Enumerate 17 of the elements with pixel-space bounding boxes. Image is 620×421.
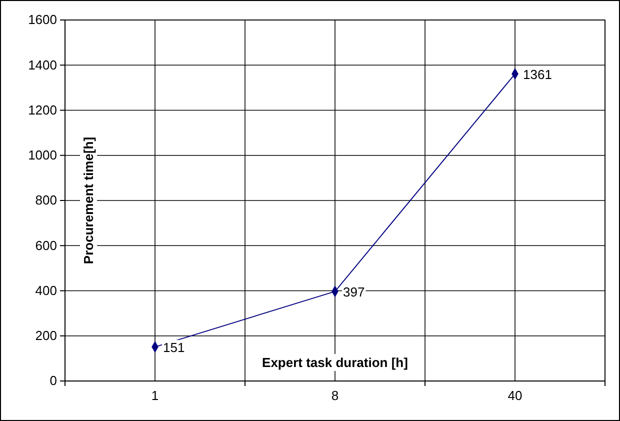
y-tick-label: 600	[35, 238, 57, 253]
y-tick-label: 400	[35, 282, 57, 298]
y-tick-label: 1400	[28, 57, 57, 72]
x-tick-label: 1	[151, 388, 159, 404]
data-label: 397	[343, 284, 365, 300]
y-tick-label: 1600	[28, 12, 57, 28]
y-tick-label: 1000	[28, 148, 57, 163]
y-tick-label: 0	[50, 373, 57, 388]
data-label: 1361	[523, 66, 552, 82]
data-label: 151	[163, 340, 185, 355]
x-tick-label: 40	[508, 388, 522, 404]
y-tick-label: 200	[35, 328, 57, 344]
y-tick-label: 1200	[28, 102, 57, 118]
x-axis-title: Expert task duration [h]	[262, 355, 408, 370]
y-tick-label: 800	[35, 192, 57, 208]
y-axis-title: Procurement time[h]	[81, 136, 96, 264]
x-tick-label: 8	[331, 388, 339, 404]
